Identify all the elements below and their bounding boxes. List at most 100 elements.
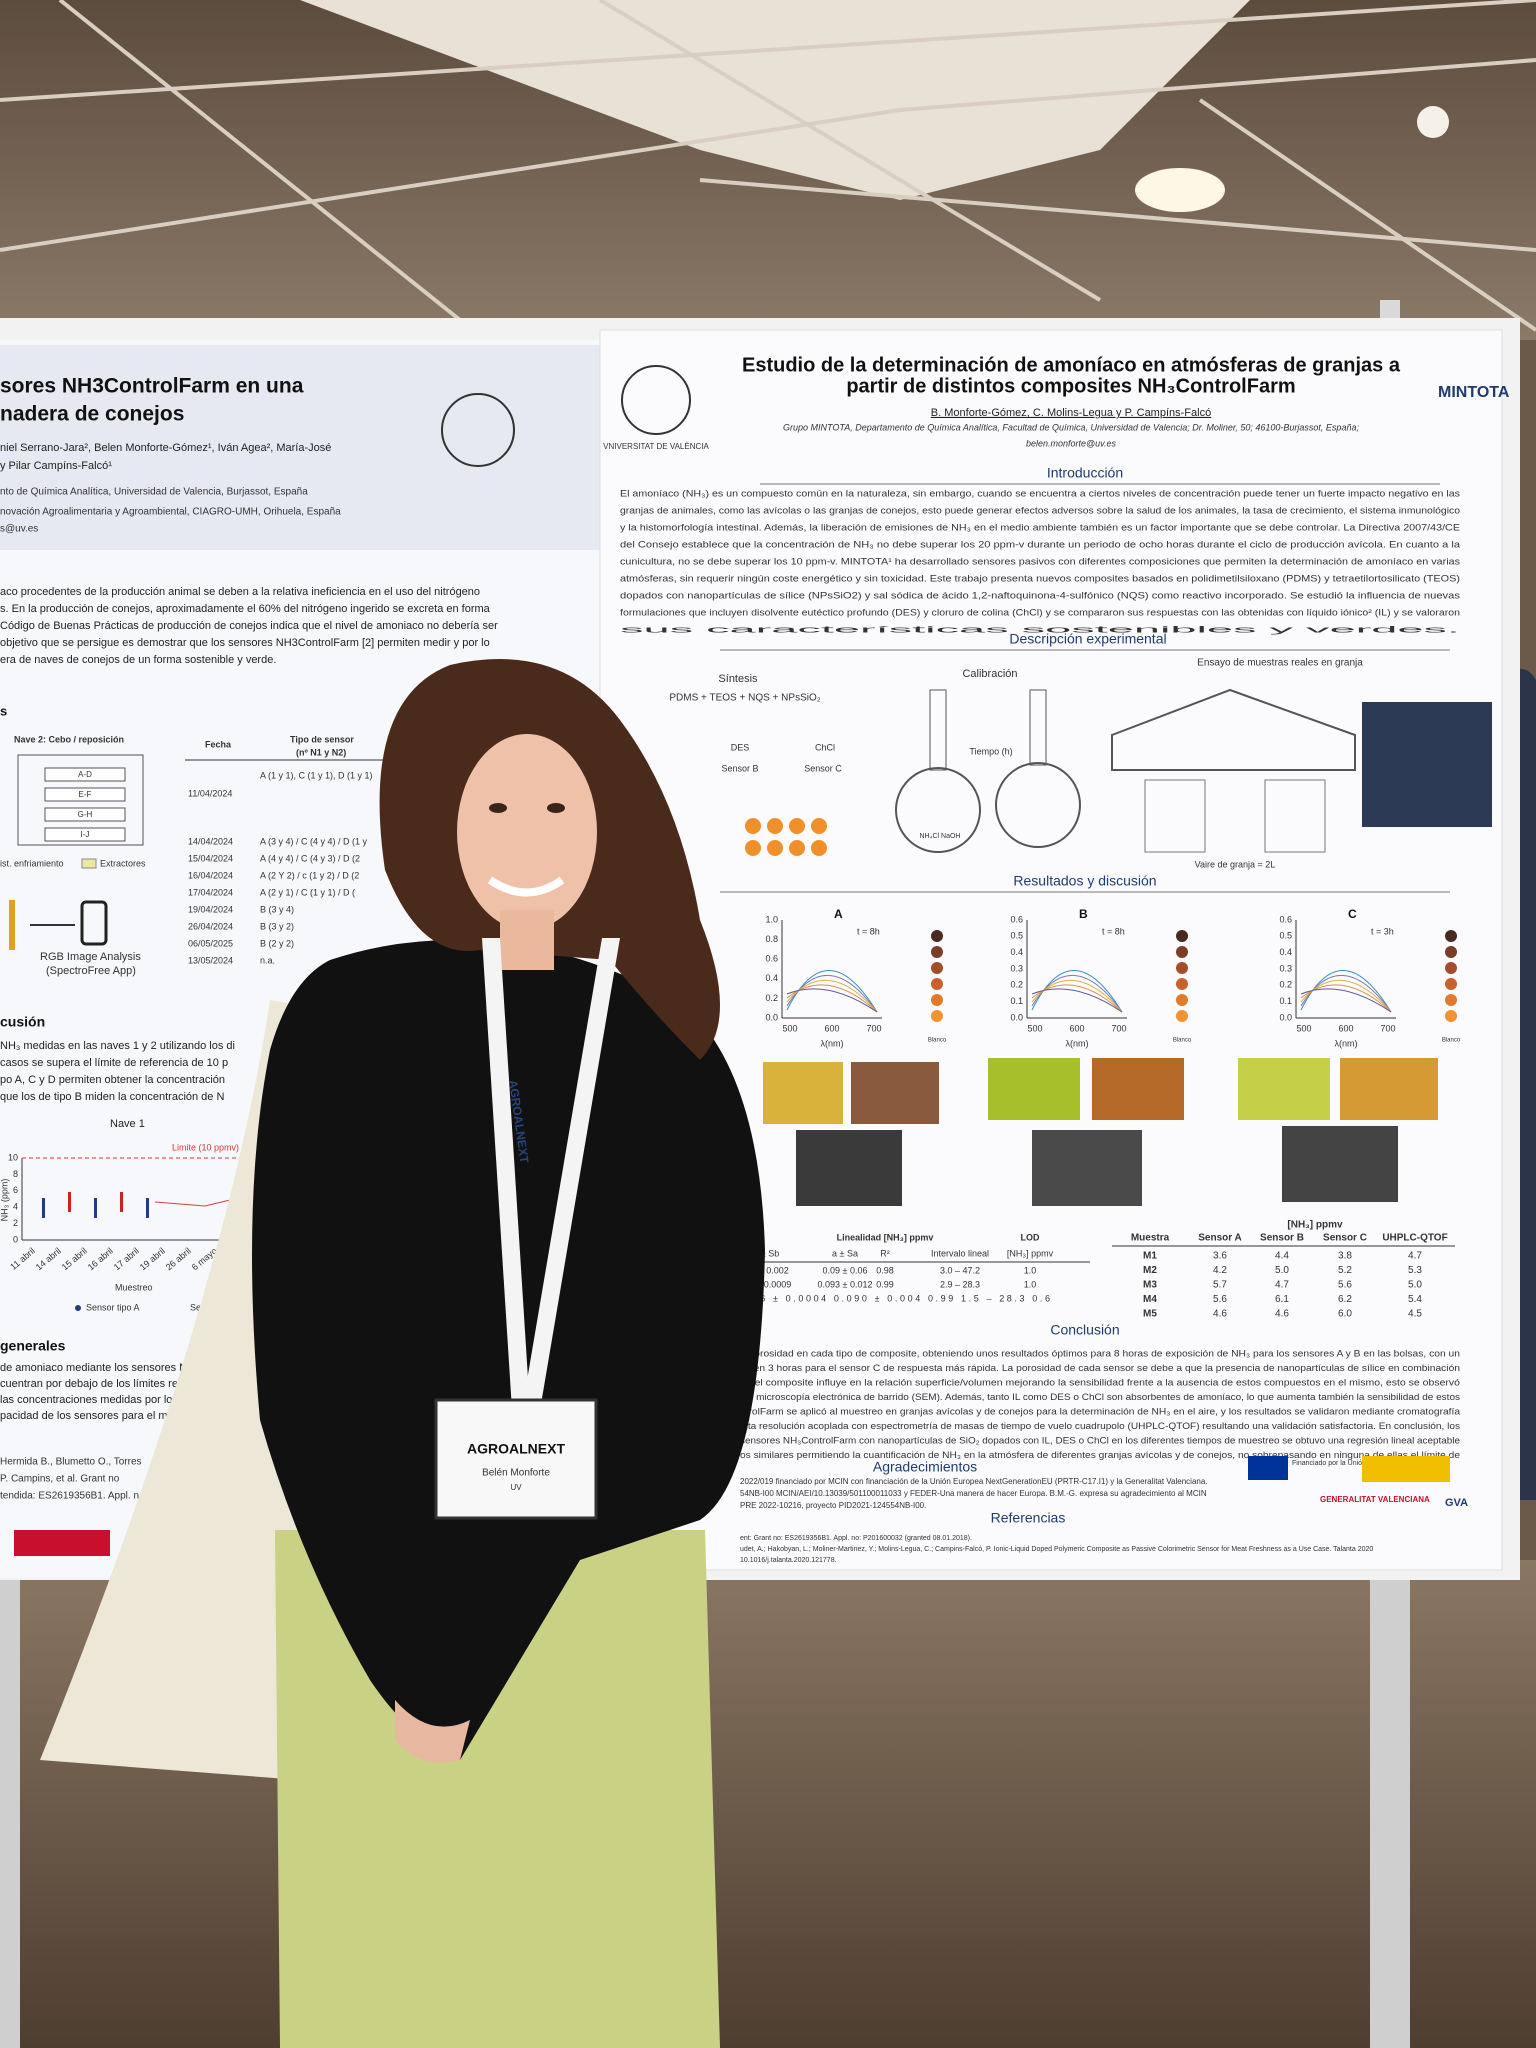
farm-drawing xyxy=(1111,688,1356,771)
micrograph xyxy=(851,1062,939,1124)
legend-swatch xyxy=(81,858,97,869)
table-cell: 4.5 xyxy=(1408,1309,1422,1320)
sem-image xyxy=(796,1130,902,1206)
x-tick-label: 500 xyxy=(782,1023,797,1033)
sensor-dot xyxy=(811,840,827,856)
sensor-dot xyxy=(767,840,783,856)
authors: B. Monforte-Gómez, C. Molins-Legua y P. … xyxy=(931,407,1211,419)
table-header: Tipo de sensor xyxy=(290,734,354,744)
flask xyxy=(995,762,1081,848)
table-cell: 6.2 xyxy=(1338,1294,1352,1305)
x-axis-label: Muestreo xyxy=(115,1282,153,1292)
table-cell: 19/04/2024 xyxy=(188,904,233,914)
table-cell: 11/04/2024 xyxy=(188,788,232,798)
affiliation: Grupo MINTOTA, Departamento de Química A… xyxy=(783,422,1359,432)
y-tick-label: 0.8 xyxy=(765,934,778,944)
spain-flag xyxy=(14,1530,110,1556)
label: Sensor B xyxy=(721,763,758,773)
spectrum xyxy=(786,970,878,1013)
spectrum xyxy=(1031,975,1123,1013)
text-line: P. Campins, et al. Grant no xyxy=(0,1474,120,1485)
table-header: Sensor C xyxy=(1323,1233,1367,1244)
label: ChCl xyxy=(815,742,835,752)
text-line: Hermida B., Blumetto O., Torres xyxy=(0,1457,142,1468)
smile xyxy=(487,876,565,897)
affiliation: nto de Química Analítica, Universidad de… xyxy=(0,487,308,498)
spectrum xyxy=(786,988,878,1013)
university-name: VNIVERSITAT DE VALÈNCIA xyxy=(603,442,709,451)
table-cell: 3.6 xyxy=(1213,1251,1227,1262)
table-header: UHPLC-QTOF xyxy=(1382,1233,1447,1244)
text-line: del Consejo establece que la concentraci… xyxy=(620,539,1460,549)
y-tick-label: 6 xyxy=(13,1185,18,1195)
table-cell: 16/04/2024 xyxy=(188,870,233,880)
table-cell: 17/04/2024 xyxy=(188,887,233,897)
table-cell: 3.0 – 47.2 xyxy=(940,1265,980,1275)
sensor-dot xyxy=(767,818,783,834)
y-tick-label: 10 xyxy=(8,1152,18,1162)
text-line: po A, C y D permiten obtener la concentr… xyxy=(0,1074,225,1086)
x-tick-label: 700 xyxy=(866,1023,881,1033)
y-tick-label: 0.2 xyxy=(765,993,778,1003)
y-tick-label: 8 xyxy=(13,1169,18,1179)
funder: GVA xyxy=(1445,1497,1468,1509)
sensor-dot xyxy=(789,840,805,856)
panel-time: t = 8h xyxy=(1102,926,1125,936)
text-line: Código de Buenas Prácticas de producción… xyxy=(0,620,498,632)
section-heading: Descripción experimental xyxy=(1009,631,1166,647)
table-cell: 15/04/2024 xyxy=(188,853,233,863)
table-cell: 5.7 xyxy=(1213,1280,1227,1291)
smoke-detector xyxy=(1417,106,1449,138)
table-cell: M1 xyxy=(1143,1251,1157,1262)
bag xyxy=(1144,779,1206,853)
spectrum xyxy=(786,979,878,1013)
sensor-dot xyxy=(745,840,761,856)
chart-title: Nave 1 xyxy=(110,1118,145,1130)
ceiling-panel xyxy=(300,0,1250,200)
eye xyxy=(547,803,565,813)
y-tick-label: 0.6 xyxy=(765,954,778,964)
table-cell: M3 xyxy=(1143,1280,1157,1291)
section-heading: Agradecimientos xyxy=(873,1459,977,1475)
x-axis-label: λ(nm) xyxy=(1066,1038,1089,1048)
panel-label: A xyxy=(834,907,843,921)
farm-photo xyxy=(1362,702,1492,827)
table-header: Fecha xyxy=(205,739,232,749)
table-cell: 4.7 xyxy=(1408,1251,1422,1262)
y-tick-label: 0.6 xyxy=(1279,914,1292,924)
panel-time: t = 8h xyxy=(857,926,880,936)
table-header: Linealidad [NH₃] ppmv xyxy=(837,1232,934,1242)
y-tick-label: 0.0 xyxy=(1010,1012,1023,1022)
ceiling-light xyxy=(1135,168,1225,212)
label: Sensor C xyxy=(804,763,842,773)
text-line: ent: Grant no: ES2619356B1. Appl. no: P2… xyxy=(740,1535,972,1542)
text-line: aco procedentes de la producción animal … xyxy=(0,586,480,598)
sensor-dot xyxy=(931,946,943,958)
sensor-dot xyxy=(811,818,827,834)
email: belen.monforte@uv.es xyxy=(1026,438,1117,448)
blank-label: Blanco xyxy=(928,1038,947,1044)
table-cell: M2 xyxy=(1143,1265,1157,1276)
spectrum xyxy=(1031,984,1123,1013)
label: (SpectroFree App) xyxy=(46,965,136,977)
label: Síntesis xyxy=(718,673,758,685)
text-line: era de naves de conejos de un forma sost… xyxy=(0,654,276,666)
label: Tiempo (h) xyxy=(969,746,1012,756)
text-line: cunicultura, no se debe superar los 10 p… xyxy=(620,556,1461,566)
micrograph xyxy=(1238,1058,1330,1120)
spectrum xyxy=(1300,979,1392,1013)
limit-label: Limite (10 ppmv) xyxy=(172,1142,239,1152)
spectrum xyxy=(1031,988,1123,1013)
eye xyxy=(489,803,507,813)
spectrum xyxy=(1031,970,1123,1013)
x-tick-label: 500 xyxy=(1296,1023,1311,1033)
y-tick-label: 0.4 xyxy=(765,973,778,983)
text-line: e porosidad en cada tipo de composite, o… xyxy=(740,1348,1460,1358)
poster-title: partir de distintos composites NH₃Contro… xyxy=(846,375,1295,397)
blank-label: Blanco xyxy=(1442,1038,1461,1044)
y-tick-label: 0.5 xyxy=(1279,931,1292,941)
text-line: 54NB-I00 MCIN/AEI/10.13039/501100011033 … xyxy=(740,1489,1207,1498)
text-line: en el composite influye en la relación s… xyxy=(740,1377,1460,1387)
y-tick-label: 0.6 xyxy=(1010,914,1023,924)
